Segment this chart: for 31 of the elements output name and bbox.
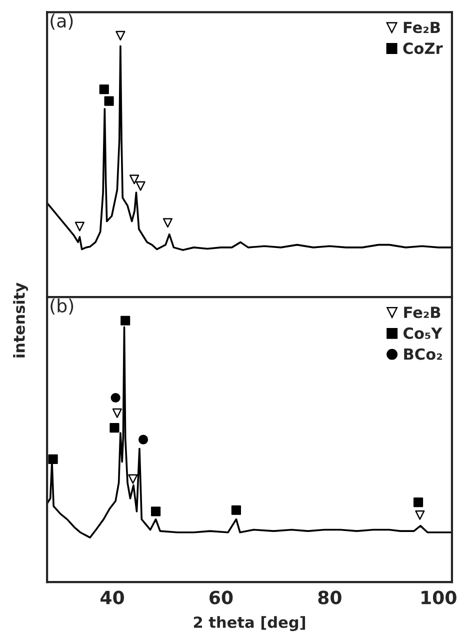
point <box>48 454 58 464</box>
x-axis-title: 2 theta [deg] <box>194 616 306 632</box>
chart-title: (b) <box>50 298 74 315</box>
point <box>130 174 140 184</box>
y-axis-title: intensity <box>13 282 28 358</box>
point <box>136 181 146 191</box>
x-tick-label: 40 <box>100 590 124 604</box>
point <box>116 30 126 40</box>
point <box>150 506 161 516</box>
legend-label: Co₅Y <box>404 327 442 339</box>
point <box>110 392 120 403</box>
x-tick-label: 100 <box>422 590 456 604</box>
legend-label: Fe₂B <box>404 22 440 34</box>
point <box>138 434 148 444</box>
point <box>99 84 109 94</box>
chart-title: (a) <box>50 14 73 30</box>
x-tick-label: 80 <box>318 590 342 604</box>
legend-label: Fe₂B <box>404 306 440 318</box>
point <box>415 510 425 520</box>
x-tick-label: 60 <box>210 590 233 604</box>
point <box>120 316 130 326</box>
point <box>104 96 114 106</box>
point <box>413 498 424 508</box>
point <box>74 222 84 232</box>
legend-label: BCo₂ <box>404 348 442 360</box>
legend-label: CoZr <box>403 42 443 54</box>
point <box>162 218 173 228</box>
point <box>112 408 122 418</box>
point <box>128 474 138 484</box>
point <box>110 423 120 433</box>
point <box>231 505 241 515</box>
